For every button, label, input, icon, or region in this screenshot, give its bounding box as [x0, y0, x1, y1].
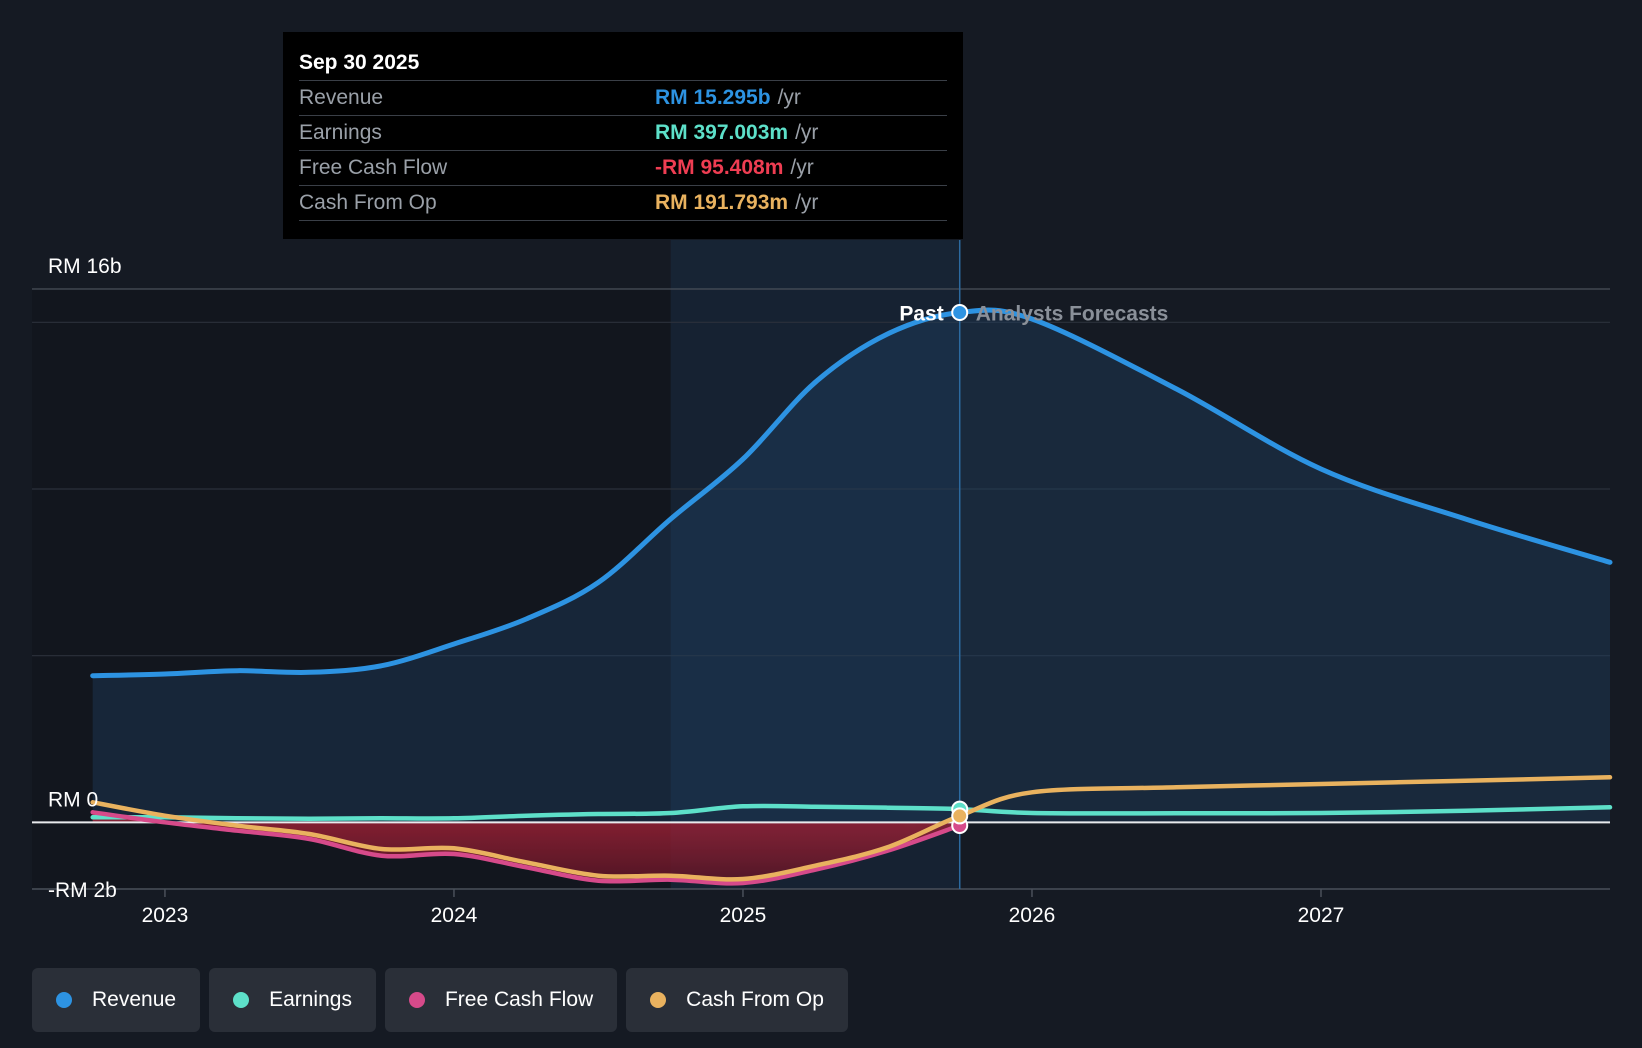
- series-lines: [90, 307, 1613, 886]
- legend-label: Cash From Op: [686, 988, 824, 1011]
- legend-label: Free Cash Flow: [444, 988, 594, 1011]
- tooltip-label: Free Cash Flow: [299, 156, 448, 179]
- tooltip-unit: /yr: [790, 156, 814, 179]
- revenue-area: [92, 309, 1611, 823]
- legend-item-revenue[interactable]: Revenue: [32, 968, 201, 1032]
- legend-label: Earnings: [269, 988, 352, 1011]
- cash-from-op-marker: [951, 807, 969, 825]
- tooltip-value: -RM 95.408m: [655, 156, 784, 179]
- y-tick-label: -RM 2b: [48, 879, 117, 902]
- tooltip-date: Sep 30 2025: [299, 51, 420, 74]
- tooltip-value: RM 15.295b: [655, 86, 771, 109]
- tooltip-unit: /yr: [795, 191, 819, 214]
- legend-item-cash-from-op[interactable]: Cash From Op: [626, 968, 848, 1032]
- earnings-dot-icon: [233, 992, 250, 1008]
- tooltip-label: Earnings: [299, 121, 382, 144]
- x-tick-label: 2023: [142, 904, 189, 927]
- legend: Revenue Earnings Free Cash Flow Cash Fro…: [32, 968, 848, 1032]
- tooltip-value: RM 397.003m: [655, 121, 789, 144]
- x-tick-label: 2026: [1009, 904, 1056, 927]
- legend-label: Revenue: [92, 988, 177, 1011]
- free-cash-flow-area: [92, 812, 960, 884]
- cash-from-op-line: [90, 775, 1613, 882]
- y-axis-labels: RM 16b RM 0 -RM 2b: [48, 255, 122, 902]
- past-label: Past: [899, 303, 943, 326]
- highlight-band: [670, 240, 960, 889]
- grid-lines: [32, 288, 1610, 657]
- tooltip-row-cash-from-op: Cash From Op RM 191.793m /yr: [299, 185, 947, 221]
- tooltip-label: Revenue: [299, 86, 384, 109]
- earnings-line: [90, 803, 1613, 821]
- forecast-label: Analysts Forecasts: [976, 303, 1169, 326]
- revenue-marker: [951, 304, 969, 321]
- tooltip-unit: /yr: [795, 121, 819, 144]
- x-tick-label: 2024: [431, 904, 478, 927]
- tooltip-value: RM 191.793m: [655, 191, 789, 214]
- tooltip-row-earnings: Earnings RM 397.003m /yr: [299, 115, 947, 150]
- y-tick-label: RM 16b: [48, 255, 122, 278]
- tooltip: Sep 30 2025 Revenue RM 15.295b /yr Earni…: [283, 32, 963, 239]
- tooltip-label: Cash From Op: [299, 191, 437, 214]
- legend-item-free-cash-flow[interactable]: Free Cash Flow: [384, 968, 618, 1032]
- legend-item-earnings[interactable]: Earnings: [209, 968, 376, 1032]
- x-tick-label: 2027: [1298, 904, 1345, 927]
- x-axis-labels: 2023 2024 2025 2026 2027: [142, 889, 1345, 927]
- x-tick-label: 2025: [720, 904, 767, 927]
- tooltip-row-free-cash-flow: Free Cash Flow -RM 95.408m /yr: [299, 150, 947, 185]
- y-tick-label: RM 0: [48, 788, 98, 811]
- tooltip-row-revenue: Revenue RM 15.295b /yr: [299, 80, 947, 115]
- cash-from-op-dot-icon: [650, 992, 667, 1008]
- free-cash-flow-line: [90, 810, 962, 886]
- free-cash-flow-dot-icon: [408, 992, 425, 1008]
- divider-markers: [951, 304, 969, 834]
- revenue-dot-icon: [56, 992, 72, 1008]
- revenue-line: [90, 307, 1613, 679]
- tooltip-unit: /yr: [777, 86, 801, 109]
